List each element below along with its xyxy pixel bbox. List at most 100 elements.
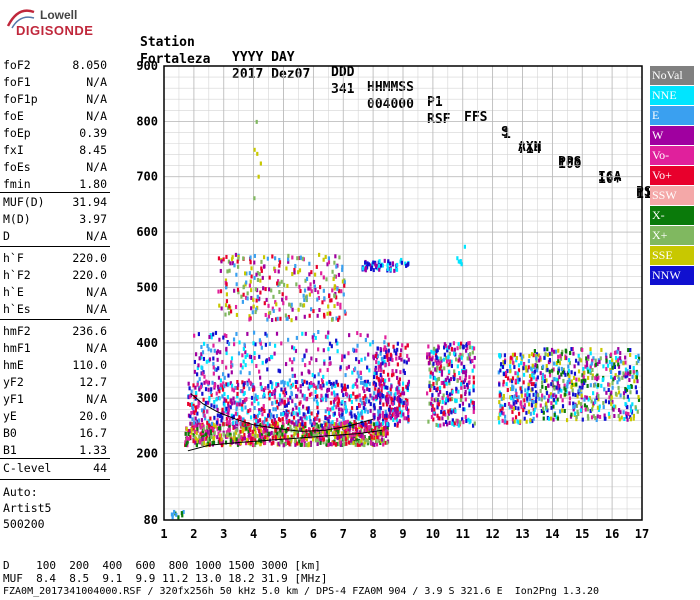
data-point xyxy=(333,393,336,398)
data-point xyxy=(619,410,622,415)
data-point xyxy=(506,420,509,425)
data-point xyxy=(225,365,228,370)
data-point xyxy=(256,151,259,156)
data-point xyxy=(548,358,551,363)
data-point xyxy=(432,381,435,386)
data-point xyxy=(552,397,556,402)
data-point xyxy=(265,417,268,422)
data-point xyxy=(332,381,335,386)
data-point xyxy=(512,419,515,424)
data-point xyxy=(194,352,198,357)
data-point xyxy=(377,388,380,393)
data-point xyxy=(299,389,302,394)
data-point xyxy=(435,381,438,386)
data-point xyxy=(627,348,630,353)
data-point xyxy=(223,384,226,389)
data-point xyxy=(523,403,526,408)
data-point xyxy=(329,298,332,303)
data-point xyxy=(293,346,296,351)
x-tick-label: 16 xyxy=(605,527,619,541)
data-point xyxy=(251,429,254,434)
data-point xyxy=(242,382,245,387)
data-point xyxy=(560,366,563,371)
data-point xyxy=(430,407,434,412)
data-point xyxy=(449,377,453,382)
data-point xyxy=(281,425,284,430)
data-point xyxy=(253,253,256,258)
data-point xyxy=(338,407,341,412)
data-point xyxy=(340,422,343,427)
data-point xyxy=(553,412,556,417)
data-point xyxy=(552,361,556,366)
data-point xyxy=(532,410,535,415)
header-value: 004000 xyxy=(367,97,414,112)
data-point xyxy=(187,401,190,406)
data-point xyxy=(217,384,220,389)
data-point xyxy=(336,433,339,438)
data-point xyxy=(346,434,349,439)
data-point xyxy=(617,375,620,380)
data-point xyxy=(202,427,205,432)
data-point xyxy=(235,437,238,442)
data-point xyxy=(272,440,275,445)
data-point xyxy=(219,385,223,390)
data-point xyxy=(370,265,374,270)
data-point xyxy=(597,408,601,413)
data-point xyxy=(276,405,279,410)
data-point xyxy=(216,407,219,412)
data-point xyxy=(465,342,469,347)
data-point xyxy=(435,422,438,427)
param-row: h`F2 220.0 xyxy=(3,268,107,282)
data-point xyxy=(511,409,514,414)
data-point xyxy=(449,408,452,413)
data-point xyxy=(522,361,526,366)
data-point xyxy=(246,296,249,301)
data-point xyxy=(355,438,359,443)
data-point xyxy=(222,432,225,437)
data-point xyxy=(561,398,564,403)
data-point xyxy=(389,352,392,357)
header-value: 100 xyxy=(558,157,582,172)
data-point xyxy=(317,290,320,295)
data-point xyxy=(310,356,313,361)
data-point xyxy=(617,408,621,413)
data-point xyxy=(436,403,439,408)
data-point xyxy=(541,393,544,398)
data-point xyxy=(285,420,289,425)
data-point xyxy=(556,397,559,402)
data-point xyxy=(366,261,369,266)
data-point xyxy=(196,426,199,431)
data-point xyxy=(391,401,394,406)
data-point xyxy=(400,260,404,265)
data-point xyxy=(215,397,218,402)
x-tick-label: 12 xyxy=(485,527,499,541)
legend-item: X+ xyxy=(650,226,694,245)
data-point xyxy=(226,340,229,345)
data-point xyxy=(358,440,361,445)
data-point xyxy=(591,373,594,378)
data-point xyxy=(569,414,573,419)
data-point xyxy=(364,268,367,273)
data-point xyxy=(468,345,472,350)
data-point xyxy=(384,363,387,368)
header-value: 714 xyxy=(518,142,542,157)
data-point xyxy=(313,397,316,402)
data-point xyxy=(330,442,334,447)
data-point xyxy=(227,407,231,412)
data-point xyxy=(502,372,505,377)
data-point xyxy=(327,419,330,424)
data-point xyxy=(304,434,307,439)
data-point xyxy=(198,356,201,361)
data-point xyxy=(210,335,213,340)
data-point xyxy=(530,352,534,357)
data-point xyxy=(554,394,558,399)
data-point xyxy=(456,418,459,423)
data-point xyxy=(366,387,369,392)
data-point xyxy=(286,413,289,418)
data-point xyxy=(252,330,256,335)
data-point xyxy=(339,407,343,412)
data-point xyxy=(446,394,450,399)
data-point xyxy=(395,414,398,419)
data-point xyxy=(274,428,277,433)
data-point xyxy=(295,316,298,321)
